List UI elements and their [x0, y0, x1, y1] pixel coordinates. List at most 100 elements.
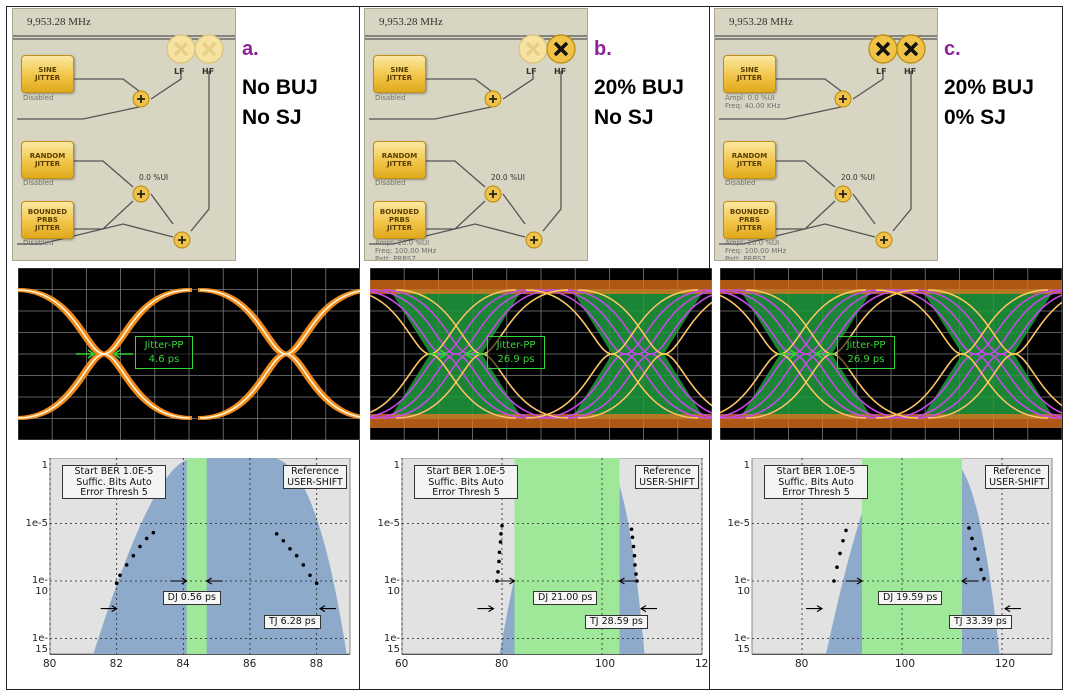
bathtub-plot: Start BER 1.0E-5 Suffic. Bits Auto Error…: [720, 458, 1062, 680]
jitter-left-arrow-icon: [428, 349, 448, 359]
sine-jitter-button[interactable]: SINE JITTER: [373, 55, 426, 93]
lf-switch-icon[interactable]: [518, 34, 548, 64]
ber-sample-point: [976, 557, 980, 561]
eye-trace: [551, 290, 712, 419]
random-jitter-status: Disabled: [375, 179, 406, 187]
ber-sample-point: [496, 570, 500, 574]
random-jitter-button[interactable]: RANDOM JITTER: [373, 141, 426, 179]
ber-sample-point: [281, 538, 286, 543]
panel-c: 9,953.28 MHz LF HF SINE JITTER Ampl: 0.0 %UI…: [708, 0, 1062, 699]
eye-rail: [720, 280, 1062, 294]
x-tick-label: 84: [176, 658, 190, 670]
bathtub-settings-box: Start BER 1.0E-5 Suffic. Bits Auto Error…: [764, 465, 868, 499]
random-jitter-percent: 20.0 %UI: [841, 173, 875, 182]
lf-label: LF: [526, 67, 537, 76]
lf-label: LF: [876, 67, 887, 76]
panel-letter: a.: [242, 38, 259, 60]
random-jitter-percent: 20.0 %UI: [491, 173, 525, 182]
sine-jitter-status: Ampl: 0.0 %UI Freq: 40.00 KHz: [725, 94, 781, 110]
jitter-right-arrow-icon: [112, 349, 133, 359]
lf-switch-icon[interactable]: [868, 34, 898, 64]
sum-node-icon[interactable]: [834, 90, 852, 108]
ber-sample-point: [495, 579, 499, 583]
jitter-config-panel: 9,953.28 MHz LF HF SINE JITTER Disabled RANDO…: [12, 8, 236, 261]
caption-line-1: 20% BUJ: [594, 76, 684, 99]
jitter-pp-label: Jitter-PP: [496, 340, 536, 351]
bathtub-plot: Start BER 1.0E-5 Suffic. Bits Auto Error…: [370, 458, 712, 680]
sum-node-icon[interactable]: [484, 185, 502, 203]
jitter-pp-measurement: Jitter-PP 26.9 ps: [837, 336, 895, 369]
frequency-readout: 9,953.28 MHz: [379, 16, 443, 28]
ber-sample-point: [844, 528, 848, 533]
sum-node-icon[interactable]: [834, 185, 852, 203]
x-tick-label: 80: [795, 658, 809, 670]
lf-switch-icon[interactable]: [166, 34, 196, 64]
dj-right-arrow-icon: [960, 577, 978, 585]
ber-sample-point: [979, 567, 983, 572]
jitter-pp-label: Jitter-PP: [846, 340, 886, 351]
ber-sample-point: [832, 579, 836, 583]
caption-line-2: No SJ: [242, 106, 302, 129]
bounded-prbs-jitter-button[interactable]: BOUNDED PRBS JITTER: [723, 201, 776, 239]
caption-line-2: No SJ: [594, 106, 654, 129]
y-tick-label: 1e-10: [383, 575, 400, 597]
random-jitter-percent: 0.0 %UI: [139, 173, 169, 182]
ber-sample-point: [138, 544, 142, 549]
ber-sample-point: [294, 553, 299, 558]
sine-jitter-button[interactable]: SINE JITTER: [21, 55, 74, 93]
x-tick-label: 12: [695, 658, 709, 670]
sine-jitter-button[interactable]: SINE JITTER: [723, 55, 776, 93]
y-tick-label: 1e-15: [733, 632, 750, 655]
bounded-prbs-jitter-button[interactable]: BOUNDED PRBS JITTER: [373, 201, 426, 239]
bathtub-settings-box: Start BER 1.0E-5 Suffic. Bits Auto Error…: [414, 465, 518, 499]
eye-trace: [875, 289, 1049, 419]
bounded-jitter-status: Disabled: [23, 239, 54, 247]
hf-label: HF: [554, 67, 567, 76]
random-jitter-button[interactable]: RANDOM JITTER: [21, 141, 74, 179]
sum-node-icon[interactable]: [525, 231, 543, 249]
ber-sample-point: [633, 563, 637, 567]
bathtub-reference-box: Reference USER-SHIFT: [985, 465, 1049, 489]
eye-trace: [901, 290, 1062, 419]
sum-node-icon[interactable]: [484, 90, 502, 108]
dj-left-arrow-icon: [498, 577, 516, 585]
ber-sample-point: [629, 527, 634, 532]
ber-sample-point: [114, 581, 119, 586]
eye-trace: [577, 301, 712, 419]
sum-node-icon[interactable]: [132, 90, 150, 108]
tj-left-arrow-icon: [477, 605, 495, 613]
hf-switch-icon[interactable]: [546, 34, 576, 64]
ber-sample-point: [314, 581, 319, 586]
x-tick-label: 86: [243, 658, 257, 670]
sum-node-icon[interactable]: [173, 231, 191, 249]
jitter-pp-measurement: Jitter-PP 4.6 ps: [135, 336, 193, 369]
jitter-pp-measurement: Jitter-PP 26.9 ps: [487, 336, 545, 369]
hf-switch-icon[interactable]: [194, 34, 224, 64]
dj-right-arrow-icon: [618, 577, 636, 585]
sum-node-icon[interactable]: [875, 231, 893, 249]
ber-sample-point: [970, 536, 974, 541]
dj-value-box: DJ 0.56 ps: [162, 591, 221, 605]
tj-right-arrow-icon: [318, 605, 336, 613]
x-tick-label: 88: [309, 658, 324, 670]
jitter-pp-label: Jitter-PP: [144, 340, 184, 351]
ber-sample-point: [144, 536, 149, 541]
bathtub-curve-area: [93, 458, 347, 654]
sum-node-icon[interactable]: [132, 185, 150, 203]
panel-letter: c.: [944, 38, 961, 60]
config-wiring: [13, 34, 235, 249]
x-tick-label: 100: [895, 658, 916, 670]
jitter-right-arrow-icon: [814, 349, 835, 359]
y-tick-label: 1e-5: [25, 517, 49, 529]
random-jitter-button[interactable]: RANDOM JITTER: [723, 141, 776, 179]
eye-trace: [927, 301, 1062, 419]
ber-sample-point: [301, 563, 306, 567]
dj-value-box: DJ 19.59 ps: [878, 591, 943, 605]
ber-sample-point: [131, 553, 136, 558]
figure-frame: [6, 6, 1063, 690]
jitter-right-arrow-icon: [464, 349, 485, 359]
dj-region: [862, 458, 962, 654]
hf-switch-icon[interactable]: [896, 34, 926, 64]
bounded-prbs-jitter-button[interactable]: BOUNDED PRBS JITTER: [21, 201, 74, 239]
